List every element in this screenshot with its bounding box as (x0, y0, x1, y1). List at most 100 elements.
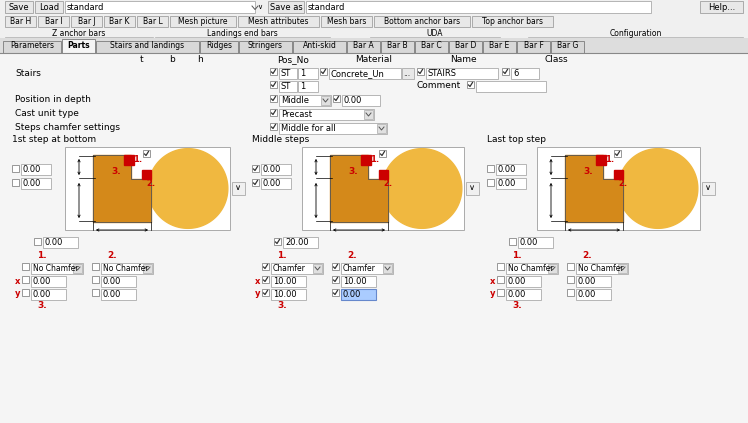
Text: Bar G: Bar G (557, 41, 578, 50)
Bar (497, 276, 504, 283)
Text: Precast: Precast (281, 110, 312, 119)
Bar (0, 28, 748, 38)
Polygon shape (379, 170, 388, 179)
Bar (567, 289, 574, 296)
Text: 1.: 1. (133, 156, 142, 165)
Text: 0.00: 0.00 (23, 165, 41, 174)
Text: Bar E: Bar E (489, 41, 509, 50)
Text: 0.00: 0.00 (508, 290, 527, 299)
Bar (417, 68, 424, 75)
Text: Class: Class (545, 55, 568, 64)
Bar (12, 165, 19, 172)
Text: x: x (490, 277, 495, 286)
Text: 3.: 3. (348, 167, 358, 176)
Bar (104, 16, 135, 27)
Polygon shape (382, 148, 462, 228)
Bar (517, 41, 550, 53)
Text: Stringers: Stringers (248, 41, 283, 50)
Bar (43, 237, 78, 248)
Text: 0.00: 0.00 (33, 277, 52, 286)
Bar (502, 68, 509, 75)
Text: Mesh bars: Mesh bars (327, 17, 367, 26)
Text: 0.00: 0.00 (508, 277, 527, 286)
Bar (298, 81, 318, 92)
Bar (467, 81, 474, 88)
Bar (341, 276, 376, 287)
Bar (567, 263, 574, 270)
Bar (92, 276, 99, 283)
Text: STAIRS: STAIRS (428, 69, 457, 78)
Text: Configuration: Configuration (610, 28, 662, 38)
Bar (576, 276, 611, 287)
Bar (62, 39, 95, 53)
Polygon shape (361, 155, 371, 165)
Bar (279, 123, 387, 134)
Bar (306, 1, 651, 13)
Bar (496, 164, 526, 175)
Bar (3, 41, 61, 53)
Text: Bar J: Bar J (78, 17, 96, 26)
Bar (381, 41, 414, 53)
Bar (700, 1, 743, 13)
Bar (22, 289, 29, 296)
Text: 3.: 3. (583, 167, 592, 176)
Bar (21, 164, 51, 175)
Text: ST: ST (281, 82, 291, 91)
Bar (449, 41, 482, 53)
Bar (252, 179, 259, 186)
Bar (101, 263, 153, 274)
Bar (31, 276, 66, 287)
Bar (402, 68, 414, 79)
Text: 0.00: 0.00 (23, 179, 41, 188)
Bar (22, 263, 29, 270)
Bar (271, 263, 323, 274)
Text: Save: Save (9, 3, 29, 11)
Bar (0, 0, 748, 15)
Text: Middle: Middle (281, 96, 309, 105)
Text: h: h (197, 55, 203, 64)
Text: 0.00: 0.00 (578, 277, 596, 286)
Text: ∨: ∨ (235, 184, 241, 192)
Text: x: x (255, 277, 260, 286)
Bar (0, 38, 748, 54)
Bar (31, 263, 83, 274)
Text: 0.00: 0.00 (103, 290, 121, 299)
Bar (576, 263, 628, 274)
Bar (270, 95, 277, 102)
Text: Last top step: Last top step (487, 135, 546, 143)
Text: Bar F: Bar F (524, 41, 544, 50)
Text: 10.00: 10.00 (343, 277, 367, 286)
Text: 1.: 1. (370, 156, 379, 165)
Bar (379, 150, 386, 157)
Bar (497, 263, 504, 270)
Bar (262, 289, 269, 296)
Text: 0.00: 0.00 (578, 290, 596, 299)
Bar (279, 81, 297, 92)
Bar (576, 289, 611, 300)
Polygon shape (330, 155, 388, 222)
Bar (293, 41, 346, 53)
Text: 1.: 1. (37, 252, 47, 261)
Text: 0.00: 0.00 (45, 238, 64, 247)
Bar (332, 289, 339, 296)
Text: Pos_No: Pos_No (277, 55, 309, 64)
Bar (476, 81, 546, 92)
Text: 6: 6 (513, 69, 518, 78)
Bar (321, 16, 372, 27)
Polygon shape (614, 170, 623, 179)
Bar (487, 165, 494, 172)
Text: ...: ... (403, 69, 410, 77)
Bar (34, 238, 41, 245)
Text: ∨: ∨ (705, 184, 711, 192)
Text: Chamfer: Chamfer (273, 264, 306, 273)
Bar (279, 68, 297, 79)
Text: Bar H: Bar H (10, 17, 31, 26)
Text: UDA: UDA (427, 28, 444, 38)
Text: 0.00: 0.00 (103, 277, 121, 286)
Bar (96, 41, 199, 53)
Bar (506, 289, 541, 300)
Bar (65, 1, 255, 13)
Bar (261, 164, 291, 175)
Bar (143, 150, 150, 157)
Text: b: b (169, 55, 175, 64)
